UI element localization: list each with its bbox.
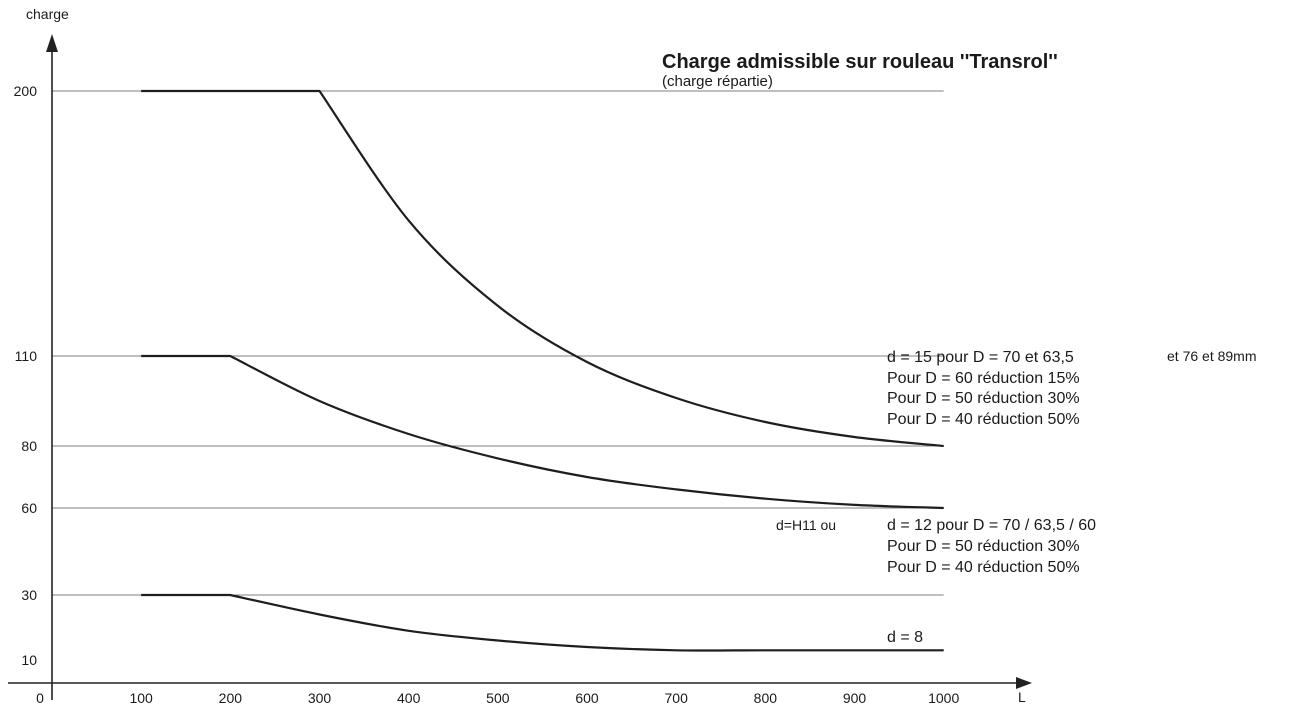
annotation-line: d = 15 pour D = 70 et 63,5 xyxy=(887,349,1074,366)
annotation-extra: et 76 et 89mm xyxy=(1167,348,1257,364)
annotation-group-3: d = 8 xyxy=(887,629,923,646)
x-tick-label: 200 xyxy=(219,690,243,706)
annotation-line: Pour D = 40 réduction 50% xyxy=(887,411,1080,428)
annotation-prefix: d=H11 ou xyxy=(776,517,836,533)
annotation-line: Pour D = 50 réduction 30% xyxy=(887,390,1080,407)
annotation-line: Pour D = 50 réduction 30% xyxy=(887,538,1080,555)
x-tick-label: 300 xyxy=(308,690,332,706)
x-axis-arrow xyxy=(1016,677,1032,689)
x-tick-label: 600 xyxy=(575,690,599,706)
x-tick-label: 500 xyxy=(486,690,510,706)
x-tick-label: 900 xyxy=(843,690,867,706)
annotation-line: d = 12 pour D = 70 / 63,5 / 60 xyxy=(887,517,1096,534)
annotation-group-1: d = 15 pour D = 70 et 63,5 Pour D = 60 r… xyxy=(887,348,1257,428)
axes xyxy=(8,34,1032,700)
x-axis-label: L xyxy=(1018,689,1026,705)
series-line xyxy=(141,354,944,510)
y-tick-label: 60 xyxy=(21,500,37,516)
x-tick-label: 100 xyxy=(129,690,153,706)
chart-subtitle: (charge répartie) xyxy=(662,73,773,90)
y-tick-label: 110 xyxy=(15,348,38,364)
series-line xyxy=(141,593,944,652)
y-tick-label: 30 xyxy=(21,587,37,603)
y-tick-labels: 10 30 60 80 110 200 xyxy=(14,83,38,668)
y-tick-label: 10 xyxy=(21,652,37,668)
annotation-line: Pour D = 40 réduction 50% xyxy=(887,559,1080,576)
x-tick-label: 1000 xyxy=(928,690,959,706)
x-tick-label: 700 xyxy=(665,690,689,706)
x-tick-labels: 0 100 200 300 400 500 600 700 800 900 1000 xyxy=(36,690,959,706)
x-tick-label: 400 xyxy=(397,690,421,706)
chart-title: Charge admissible sur rouleau ''Transrol… xyxy=(662,51,1058,73)
series-curves xyxy=(141,89,944,652)
y-tick-label: 200 xyxy=(14,83,38,99)
x-tick-label: 0 xyxy=(36,690,44,706)
annotation-line: Pour D = 60 réduction 15% xyxy=(887,370,1080,387)
y-tick-label: 80 xyxy=(21,438,37,454)
y-axis-arrow xyxy=(46,34,58,52)
annotation-group-2: d=H11 ou d = 12 pour D = 70 / 63,5 / 60 … xyxy=(776,517,1096,576)
y-axis-label: charge xyxy=(26,6,69,22)
series-line xyxy=(141,89,944,448)
x-tick-label: 800 xyxy=(754,690,778,706)
